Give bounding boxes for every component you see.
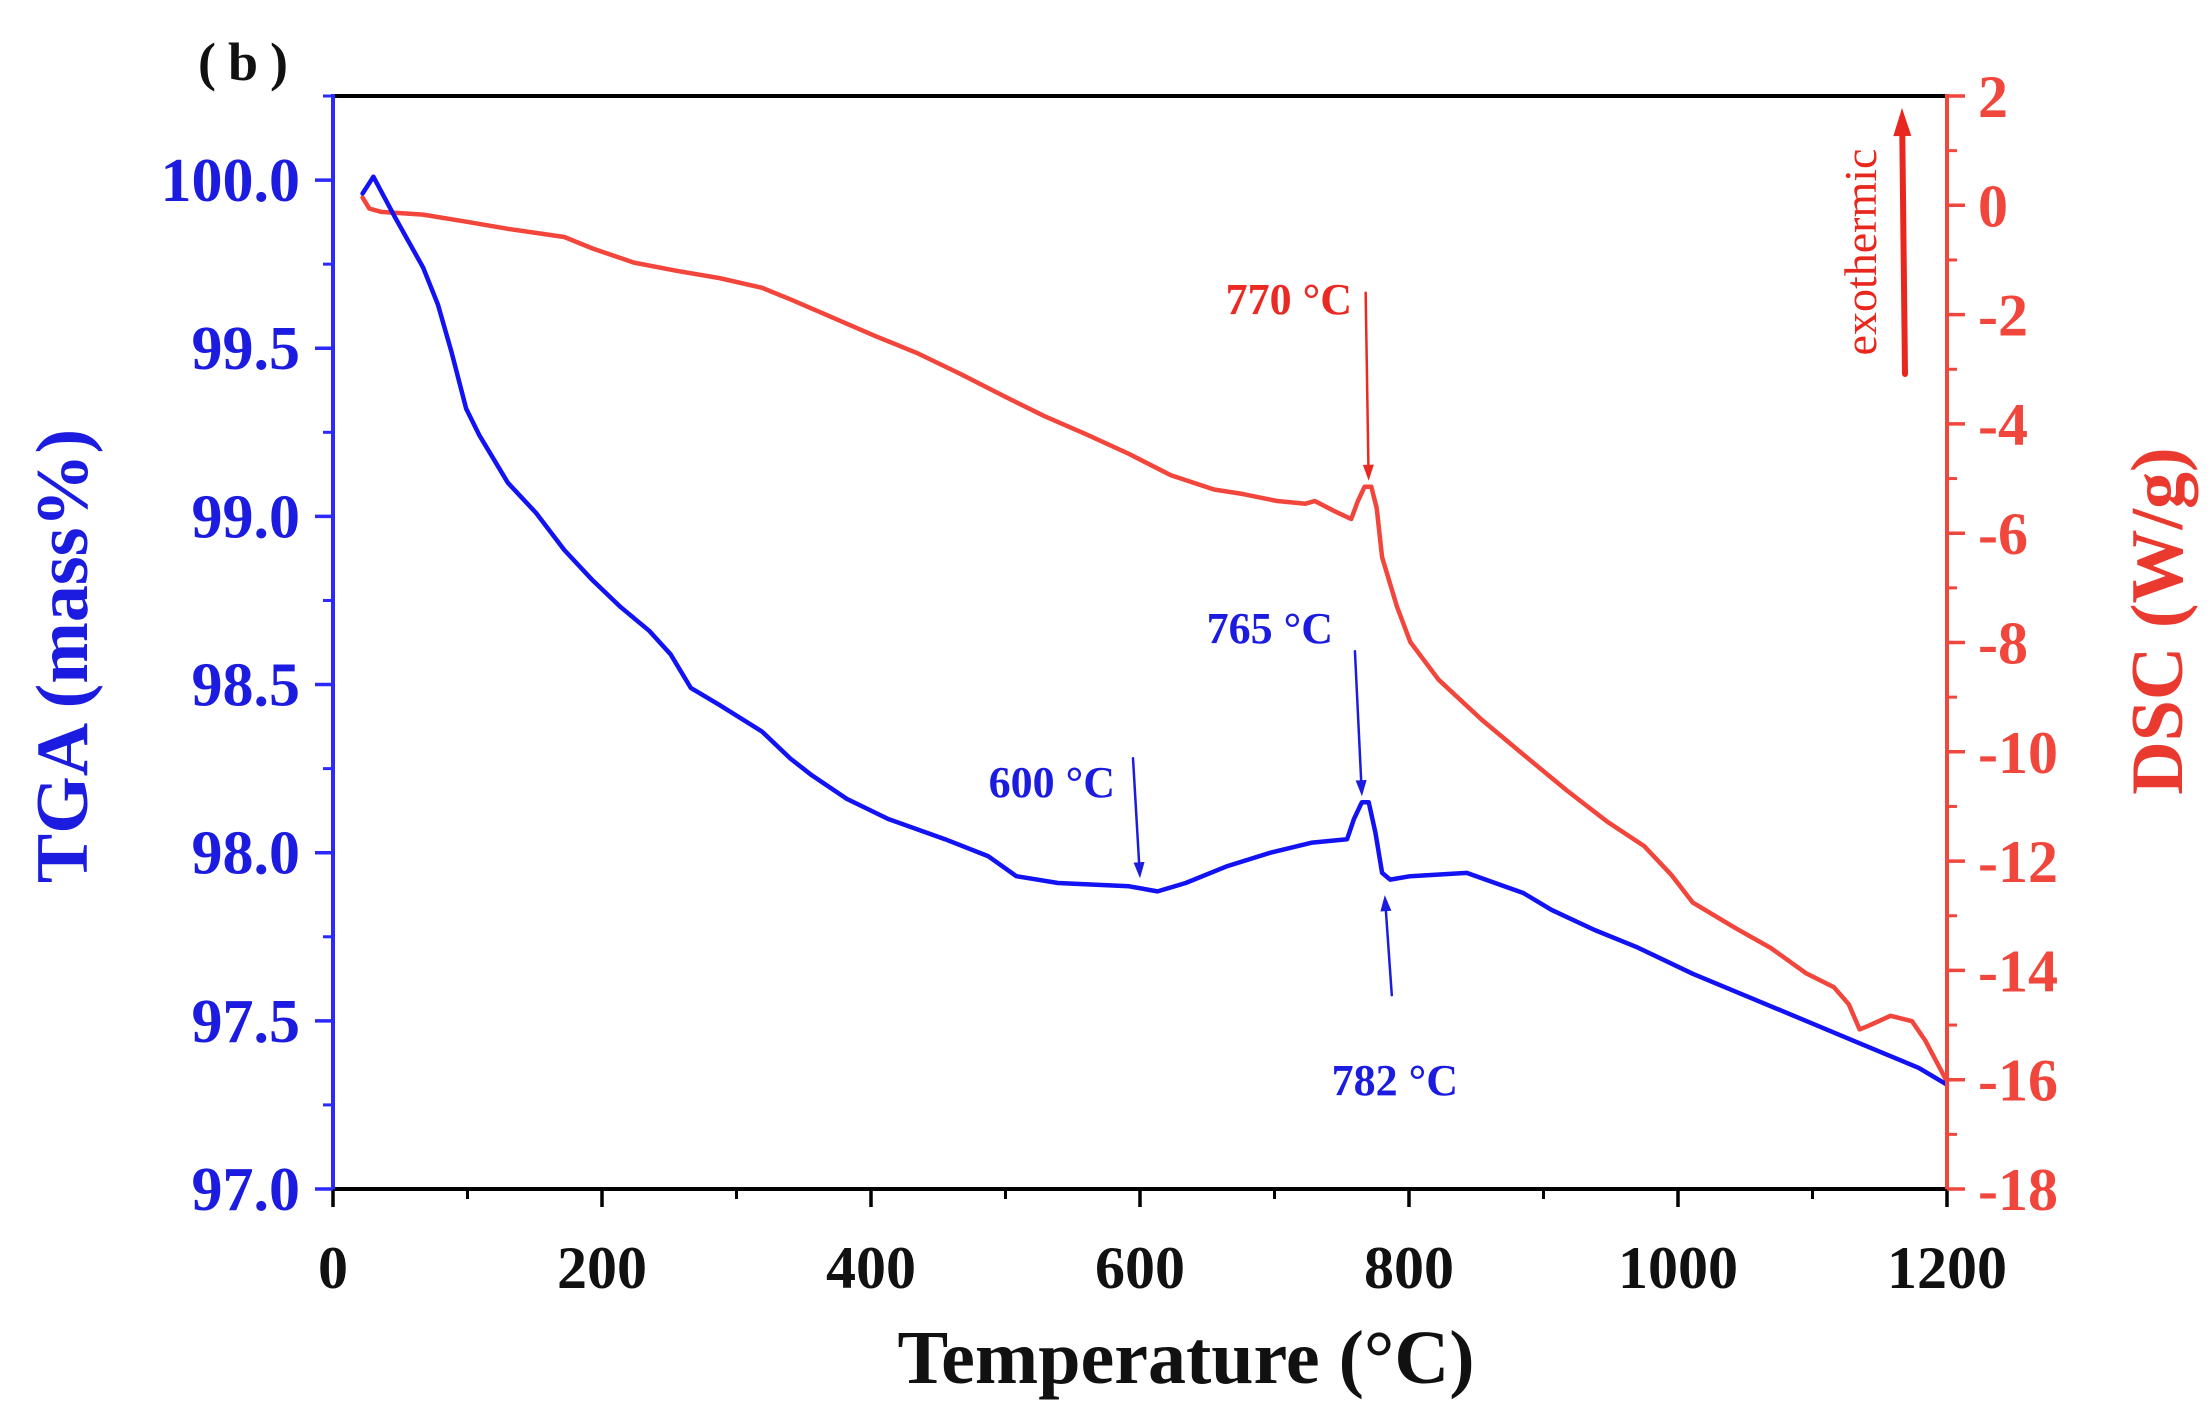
right-tick-label-10: -18 [1978,1157,2058,1223]
right-tick-label-9: -16 [1978,1048,2058,1114]
x-tick-label-1: 200 [557,1235,647,1301]
tga-annotation-arrow-1-shaft [1131,756,1141,864]
right-tick-label-1: 0 [1978,173,2008,239]
right-tick-label-2: -2 [1978,283,2028,349]
panel-label: (b) [198,32,300,92]
x-tick-label-4: 800 [1364,1235,1454,1301]
tga-annotation-arrow-0-shaft [1353,649,1363,782]
tga-annotation-arrow-1-head [1133,861,1145,879]
annotation-layer: 770 °C 765 °C 600 °C 782 °C [989,108,1912,1105]
left-tick-label-0: 100.0 [161,147,301,215]
dsc-annotation-label-0: 770 °C [1226,275,1352,324]
tga-annotation-arrow-0-head [1355,779,1367,797]
left-tick-label-3: 98.5 [192,652,301,720]
x-tick-label-6: 1200 [1887,1235,2007,1301]
tga-annotation-label-1: 600 °C [989,758,1115,807]
right-axis-title: DSC (W/g) [2117,447,2199,794]
right-tick-label-0: 2 [1978,64,2008,130]
right-tick-label-5: -8 [1978,611,2028,677]
left-axis-title: TGA (mass%) [22,429,104,883]
right-tick-label-4: -6 [1978,501,2028,567]
x-tick-label-5: 1000 [1618,1235,1738,1301]
tga-annotation-label-0: 765 °C [1207,604,1333,653]
left-tick-label-2: 99.0 [192,483,301,551]
right-tick-label-6: -10 [1978,720,2058,786]
exothermic-arrow-shaft [1899,132,1908,377]
right-tick-label-7: -12 [1978,829,2058,895]
left-tick-label-5: 97.5 [192,988,301,1056]
tga-annotation-arrow-2-head [1380,895,1392,912]
series-layer [360,174,1950,1087]
right-tick-label-3: -4 [1978,392,2028,458]
exothermic-arrow-head [1893,108,1912,137]
right-tick-label-8: -14 [1978,938,2058,1004]
x-tick-label-3: 600 [1095,1235,1185,1301]
x-axis-title: Temperature (°C) [897,1316,1474,1400]
x-tick-label-0: 0 [318,1235,348,1301]
tga-annotation-label-2: 782 °C [1332,1056,1458,1105]
tga-series-line [360,174,1950,1087]
left-tick-label-1: 99.5 [192,315,301,383]
axes-layer: 0 200 400 600 800 1000 1200 100.0 99.5 99.0 98.5 98… [161,64,2058,1301]
tga-annotation-arrow-2-shaft [1384,909,1394,997]
left-tick-label-4: 98.0 [192,820,301,888]
dsc-annotation-arrow-0-head [1362,464,1374,481]
x-tick-label-2: 400 [826,1235,916,1301]
left-tick-label-6: 97.0 [192,1156,301,1224]
exothermic-label: exothermic [1835,149,1886,356]
dsc-annotation-arrow-0-shaft [1364,291,1370,466]
dsc-series-line [360,195,1948,1082]
